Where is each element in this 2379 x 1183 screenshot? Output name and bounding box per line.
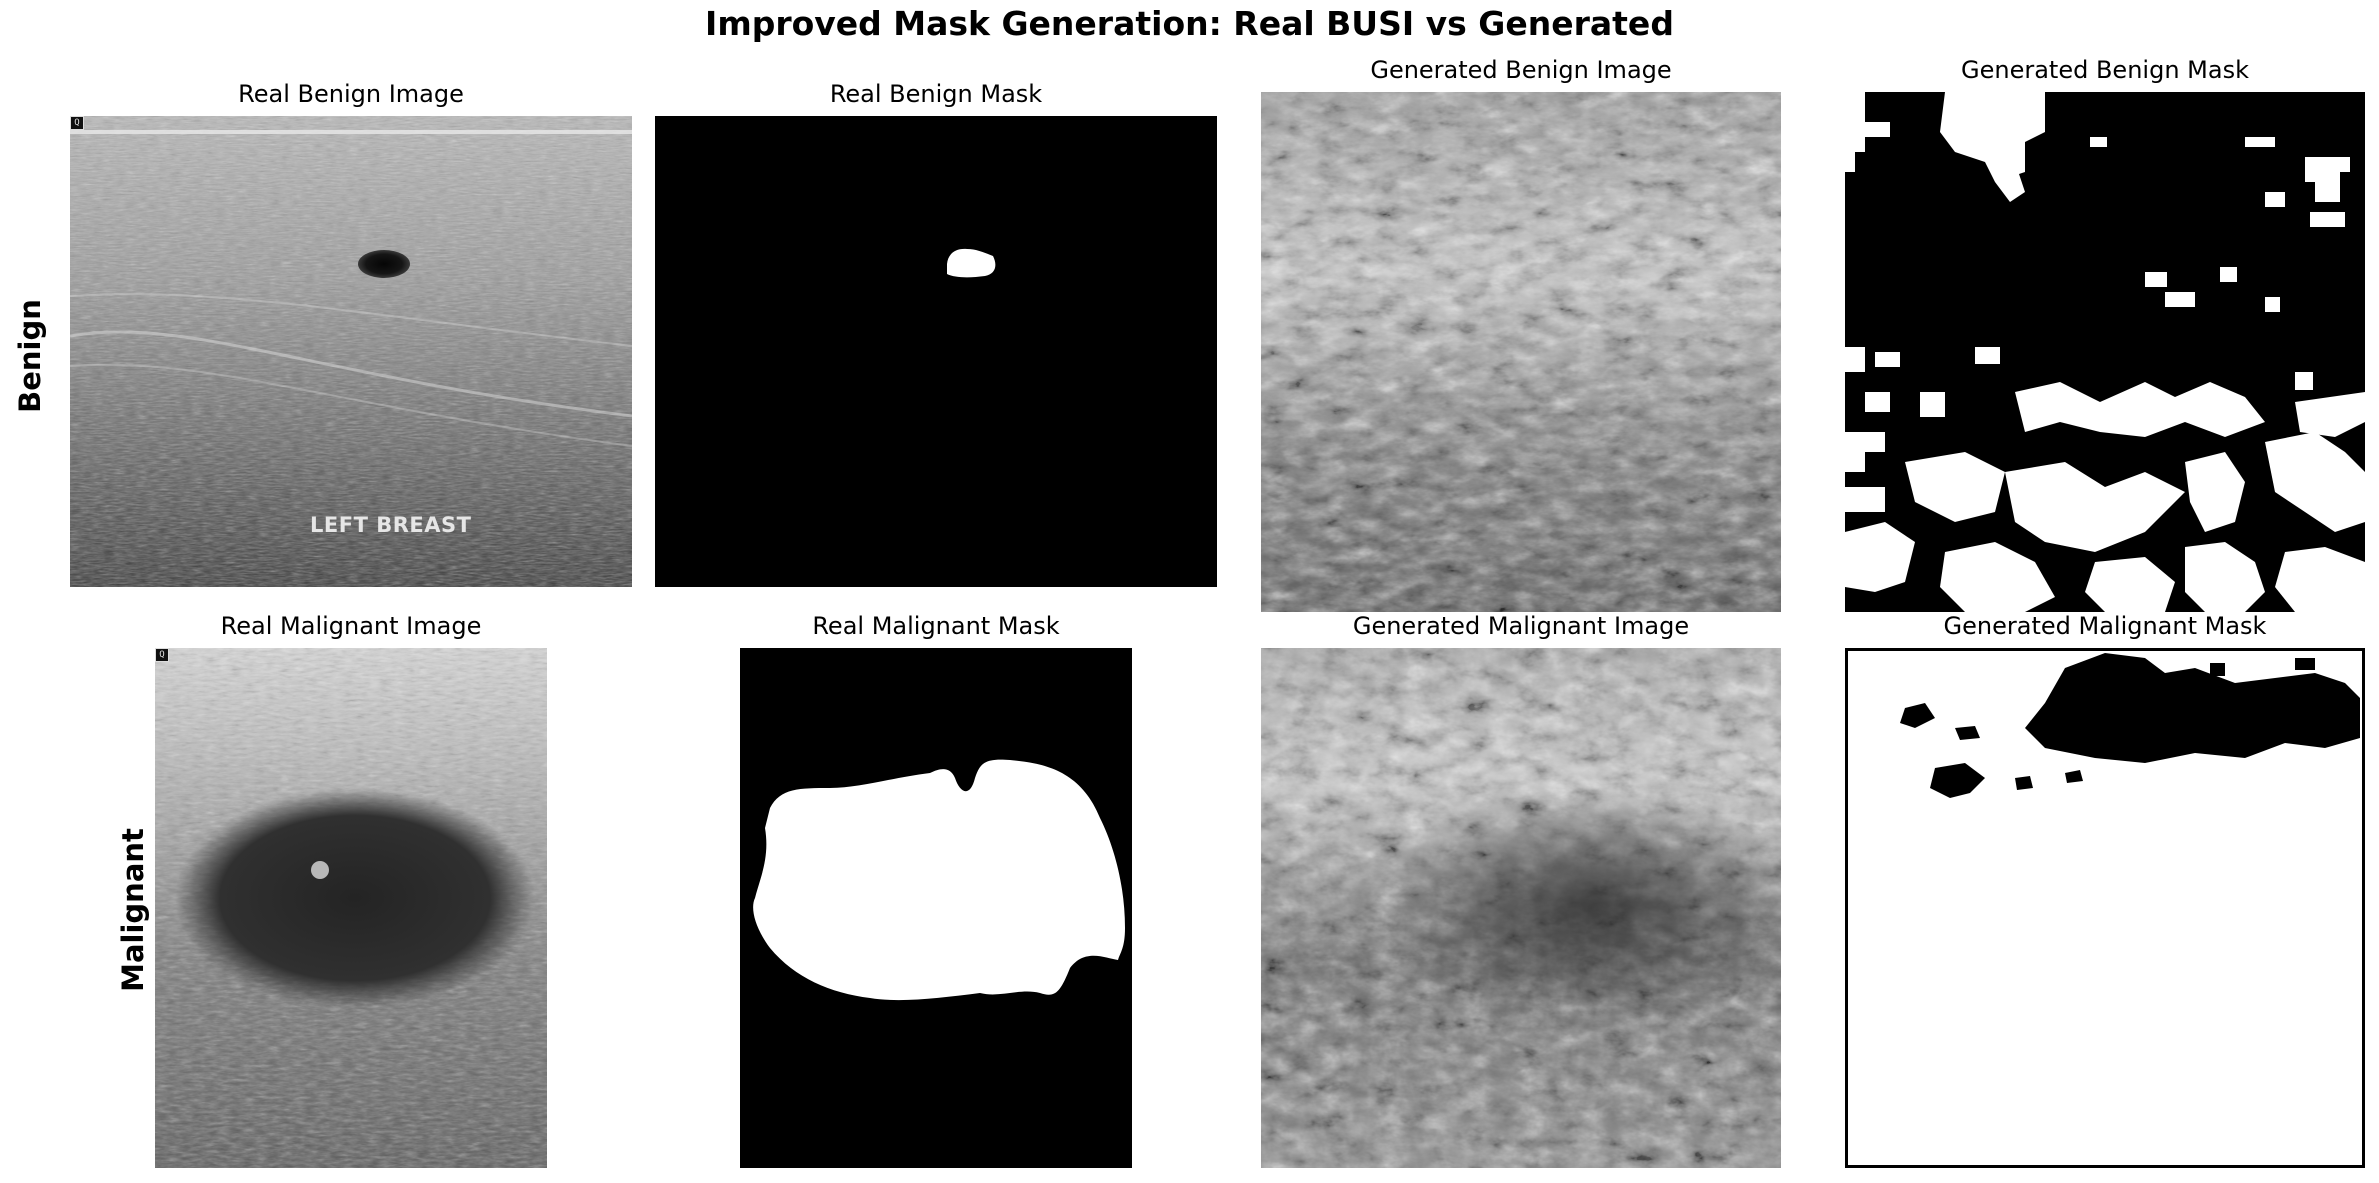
- panel-title-generated-benign-image: Generated Benign Image: [1370, 56, 1672, 84]
- burned-in-label: LEFT BREAST: [310, 513, 472, 537]
- generated-benign-image: [1261, 92, 1781, 612]
- generated-benign-mask: [1845, 92, 2365, 612]
- panel-title-real-benign-image: Real Benign Image: [238, 80, 464, 108]
- generated-malignant-mask: [1845, 648, 2365, 1168]
- figure-title: Improved Mask Generation: Real BUSI vs G…: [705, 4, 1674, 43]
- panel-title-generated-malignant-mask: Generated Malignant Mask: [1943, 612, 2267, 640]
- panel-title-real-malignant-image: Real Malignant Image: [220, 612, 482, 640]
- real-malignant-image: Q: [155, 648, 547, 1168]
- panel-title-generated-malignant-image: Generated Malignant Image: [1352, 612, 1690, 640]
- corner-marker-icon: Q: [70, 116, 84, 130]
- panel-title-generated-benign-mask: Generated Benign Mask: [1961, 56, 2249, 84]
- panel-title-real-benign-mask: Real Benign Mask: [829, 80, 1043, 108]
- generated-malignant-image: [1261, 648, 1781, 1168]
- real-benign-image: Q LEFT BREAST: [70, 116, 632, 587]
- real-malignant-mask: [740, 648, 1132, 1168]
- real-benign-mask: [655, 116, 1217, 587]
- corner-marker-icon: Q: [155, 648, 169, 662]
- panel-title-real-malignant-mask: Real Malignant Mask: [812, 612, 1060, 640]
- row-label-malignant: Malignant: [116, 828, 150, 992]
- row-label-benign: Benign: [13, 299, 47, 413]
